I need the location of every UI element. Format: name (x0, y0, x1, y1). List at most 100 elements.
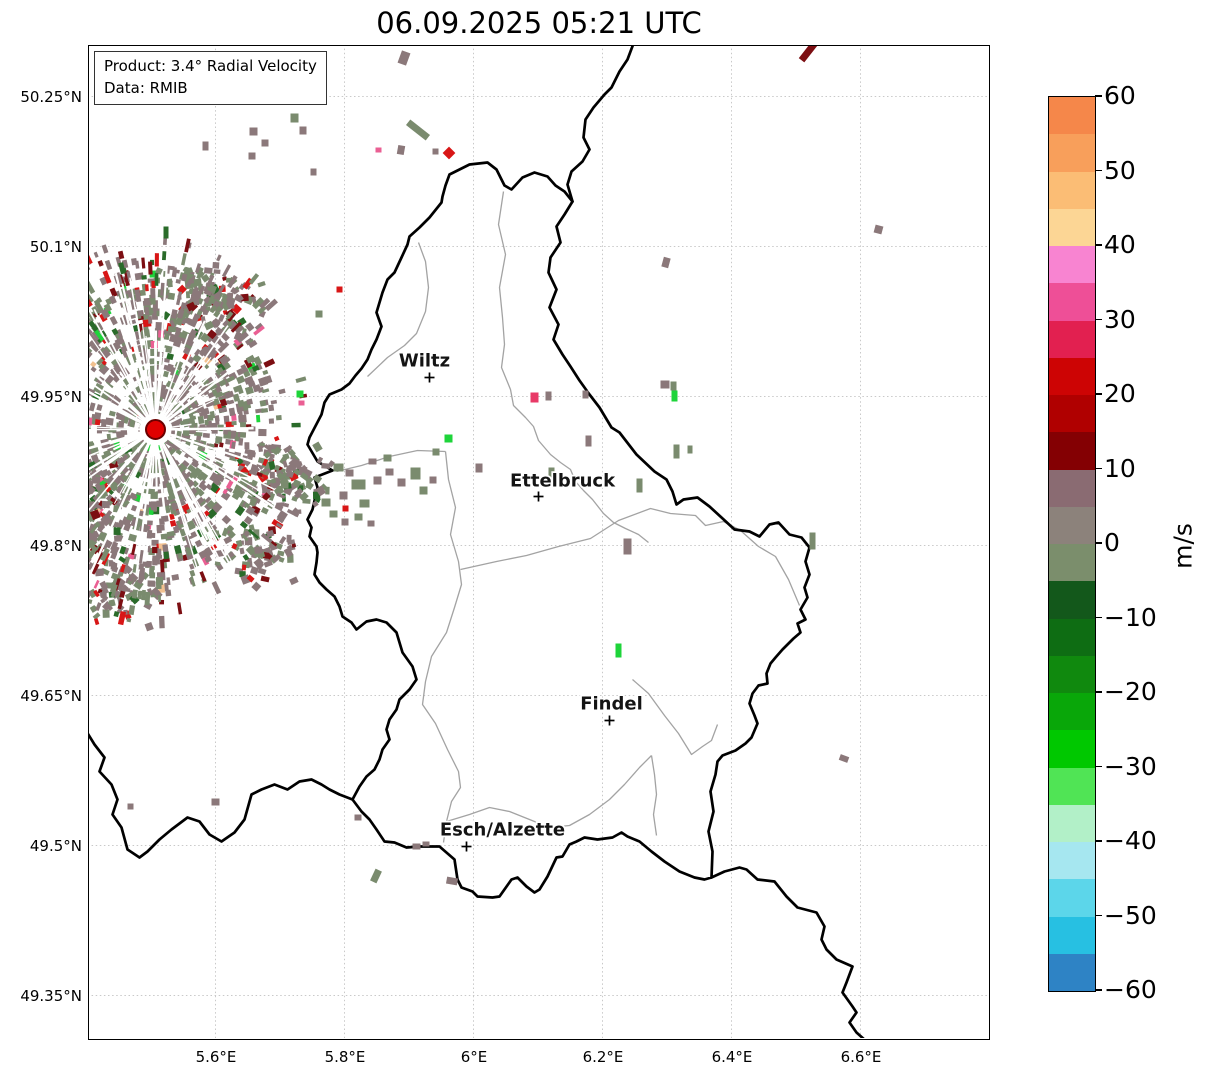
lat-tick-label: 49.8°N (29, 537, 82, 555)
lon-tick-label: 6.4°E (711, 1048, 753, 1066)
colorbar-segment (1049, 506, 1095, 544)
colorbar-segment (1049, 208, 1095, 246)
radar-echo (405, 119, 431, 141)
colorbar (1048, 96, 1096, 992)
radar-echo (315, 310, 323, 318)
radar-echo (444, 434, 453, 443)
city-wiltz: Wiltz (397, 349, 452, 383)
colorbar-tick (1095, 691, 1102, 693)
radar-echo (354, 814, 362, 821)
radar-echo (249, 127, 258, 136)
radar-echo (127, 803, 134, 810)
city-name-label: Findel (580, 694, 643, 715)
lat-tick-label: 49.65°N (20, 687, 82, 705)
country-borders (89, 46, 865, 1038)
district-borders (336, 191, 801, 843)
colorbar-tick-label: 20 (1104, 379, 1136, 408)
colorbar-tick (1095, 840, 1102, 842)
radar-echo (545, 391, 552, 401)
radar-echo (660, 380, 670, 389)
colorbar-tick-label: −40 (1104, 826, 1157, 855)
district-border-line (632, 679, 719, 756)
radar-echo (396, 144, 406, 156)
city-name-label: Esch/Alzette (440, 820, 565, 841)
radar-echo (673, 444, 680, 459)
radar-echo (261, 139, 269, 147)
radar-clutter-blob (89, 231, 335, 632)
colorbar-tick (1095, 542, 1102, 544)
lat-tick-label: 50.1°N (29, 238, 82, 256)
colorbar-segment (1049, 618, 1095, 656)
product-label: Product: 3.4° Radial Velocity (104, 57, 317, 75)
colorbar-segment (1049, 246, 1095, 284)
colorbar-segment (1049, 171, 1095, 209)
lon-tick-label: 5.8°E (324, 1048, 366, 1066)
radar-echo (838, 754, 850, 763)
radar-echo (475, 463, 483, 473)
colorbar-tick-label: −50 (1104, 900, 1157, 930)
colorbar-tick (1095, 467, 1102, 470)
colorbar-segment (1049, 134, 1095, 172)
map-svg: Wiltz Ettelbruck Findel Esch/Alzette (89, 46, 988, 1038)
colorbar-tick-label: −60 (1104, 975, 1157, 1004)
city-name-label: Wiltz (399, 351, 450, 372)
colorbar-tick (1095, 989, 1102, 991)
city-findel: Findel (578, 692, 645, 726)
radar-echo (342, 505, 349, 512)
colorbar-tick (1095, 765, 1102, 768)
colorbar-segment (1049, 97, 1095, 135)
city-ettelbruck: Ettelbruck (508, 469, 618, 502)
colorbar-segment (1049, 916, 1095, 954)
lon-tick-label: 5.6°E (195, 1048, 237, 1066)
radar-echo (548, 467, 555, 480)
city-labels: Wiltz Ettelbruck Findel Esch/Alzette (397, 349, 645, 852)
colorbar-segment (1049, 953, 1095, 991)
radar-echo (298, 400, 305, 406)
colorbar-tick (1095, 393, 1102, 395)
lon-tick-label: 6.2°E (582, 1048, 624, 1066)
radar-echo (432, 148, 439, 155)
colorbar-segment (1049, 357, 1095, 395)
colorbar-segment (1049, 395, 1095, 433)
city-name-label: Ettelbruck (510, 471, 616, 492)
lon-tick-label: 6°E (460, 1048, 488, 1066)
city-esch-alzette: Esch/Alzette (438, 818, 567, 852)
data-source-label: Data: RMIB (104, 78, 188, 97)
district-border-line (650, 755, 658, 836)
radar-echo (397, 50, 411, 66)
colorbar-tick-label: −30 (1104, 751, 1157, 781)
radar-echo (585, 435, 592, 447)
colorbar-segment (1049, 432, 1095, 470)
radar-echo (336, 286, 343, 293)
radar-site-dot (145, 419, 166, 440)
radar-echo (422, 841, 430, 847)
radar-echo (375, 147, 382, 153)
colorbar-tick (1095, 244, 1102, 246)
colorbar-tick-label: 30 (1104, 304, 1136, 334)
radar-echo (333, 463, 344, 472)
radar-echoes (127, 46, 884, 886)
radar-echo (397, 478, 406, 487)
colorbar-segment (1049, 767, 1095, 805)
radar-echo (383, 454, 392, 462)
radar-site (139, 413, 172, 446)
radar-echo (354, 513, 363, 521)
colorbar-tick (1095, 169, 1102, 172)
lat-tick-label: 49.95°N (20, 388, 82, 406)
colorbar-segment (1049, 730, 1095, 768)
product-info-box: Product: 3.4° Radial Velocity Data: RMIB (94, 51, 327, 105)
radar-echo (798, 46, 818, 63)
france-belgium-border (89, 732, 354, 859)
belgium-germany-border (566, 46, 635, 203)
colorbar-tick (1095, 318, 1102, 321)
radar-echo (341, 518, 349, 526)
radar-echo (623, 538, 632, 555)
radar-echo (373, 476, 382, 485)
radar-echo (687, 445, 693, 454)
radar-echo (211, 798, 220, 806)
radar-echo (582, 390, 589, 399)
district-border-line (367, 242, 430, 377)
colorbar-tick-label: 60 (1104, 81, 1136, 110)
radar-echo (429, 476, 437, 484)
